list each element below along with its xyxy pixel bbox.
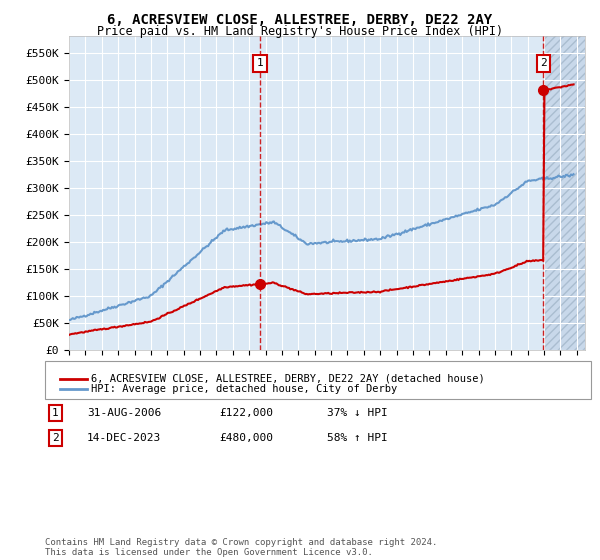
Text: 1: 1	[257, 58, 263, 68]
Text: £122,000: £122,000	[219, 408, 273, 418]
Text: 58% ↑ HPI: 58% ↑ HPI	[327, 433, 388, 443]
Text: 6, ACRESVIEW CLOSE, ALLESTREE, DERBY, DE22 2AY: 6, ACRESVIEW CLOSE, ALLESTREE, DERBY, DE…	[107, 13, 493, 27]
Text: 37% ↓ HPI: 37% ↓ HPI	[327, 408, 388, 418]
Text: 1: 1	[52, 408, 59, 418]
Text: 2: 2	[540, 58, 547, 68]
Text: £480,000: £480,000	[219, 433, 273, 443]
Bar	[544, 36, 585, 350]
Text: 14-DEC-2023: 14-DEC-2023	[87, 433, 161, 443]
Text: HPI: Average price, detached house, City of Derby: HPI: Average price, detached house, City…	[91, 384, 397, 394]
Text: 2: 2	[52, 433, 59, 443]
Text: 6, ACRESVIEW CLOSE, ALLESTREE, DERBY, DE22 2AY (detached house): 6, ACRESVIEW CLOSE, ALLESTREE, DERBY, DE…	[91, 374, 485, 384]
Text: Price paid vs. HM Land Registry's House Price Index (HPI): Price paid vs. HM Land Registry's House …	[97, 25, 503, 38]
Text: 31-AUG-2006: 31-AUG-2006	[87, 408, 161, 418]
Text: Contains HM Land Registry data © Crown copyright and database right 2024.
This d: Contains HM Land Registry data © Crown c…	[45, 538, 437, 557]
